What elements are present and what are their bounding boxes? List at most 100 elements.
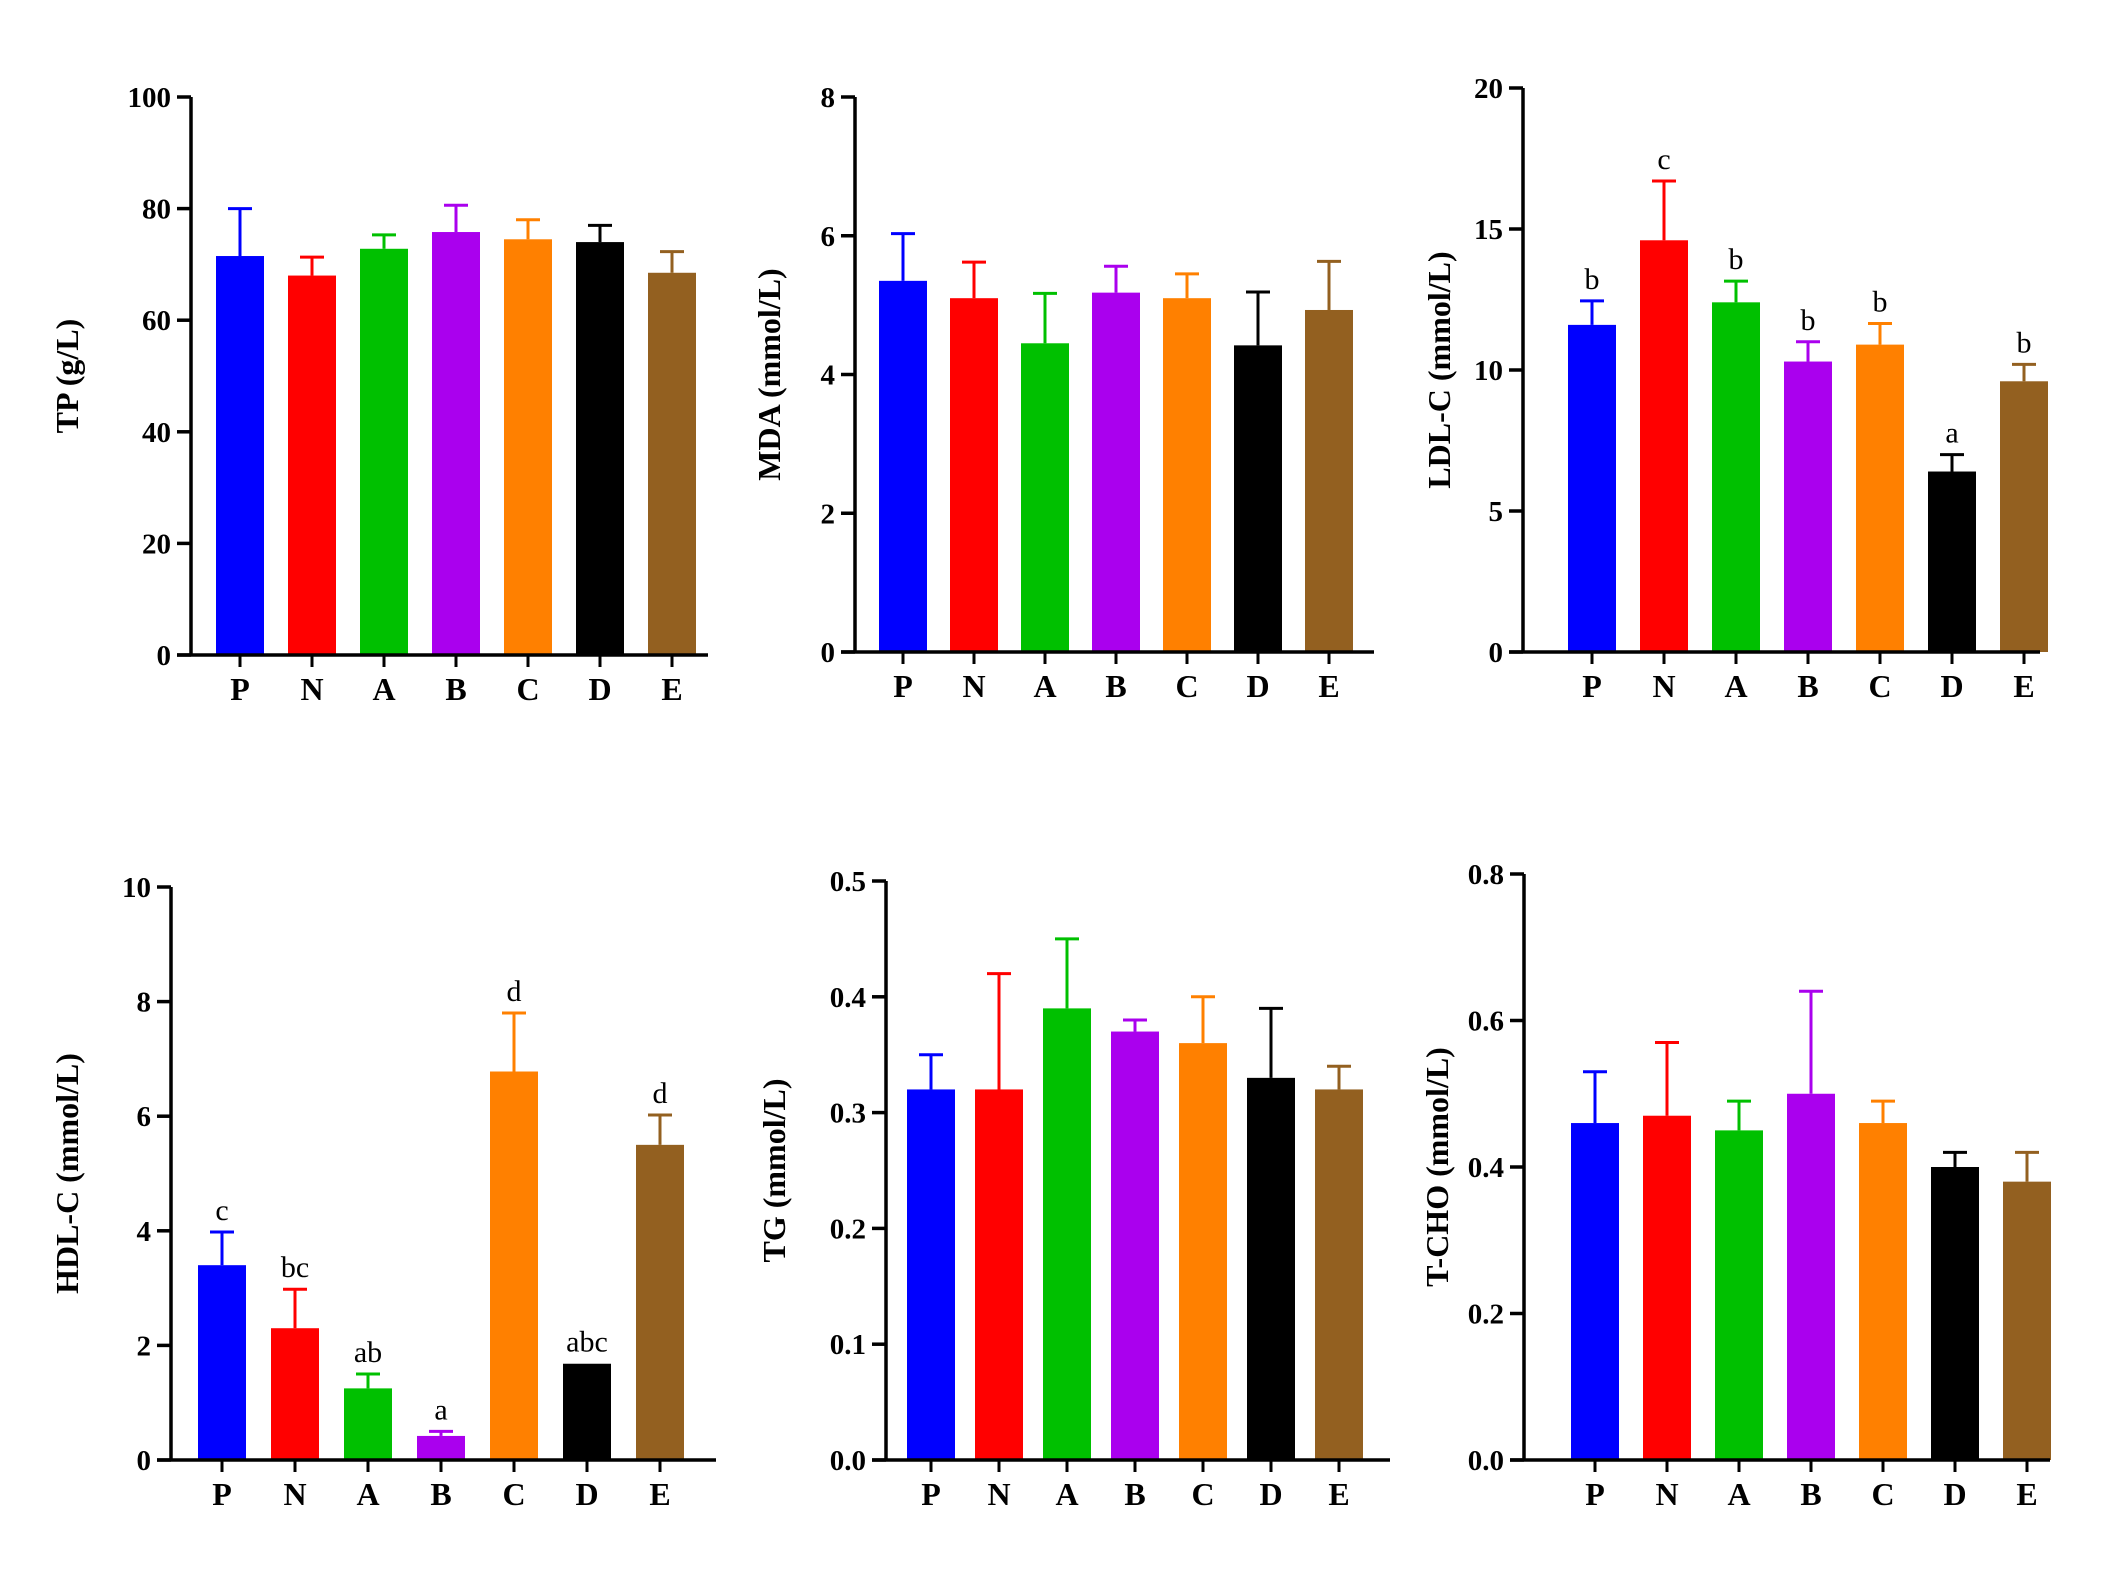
- x-tick-label-B: B: [1124, 1476, 1145, 1512]
- bar-C: [490, 1071, 538, 1460]
- significance-letter-D: a: [1945, 417, 1958, 450]
- x-tick-label-A: A: [372, 671, 395, 707]
- x-tick-label-B: B: [1105, 668, 1126, 704]
- bar-C: [1856, 344, 1904, 652]
- x-tick-label-D: D: [1246, 668, 1269, 704]
- y-tick-label: 0.1: [830, 1329, 866, 1361]
- x-tick-label-P: P: [893, 668, 913, 704]
- bar-B: [432, 232, 480, 655]
- x-tick-label-B: B: [1797, 668, 1818, 704]
- y-axis-title: T-CHO (mmol/L): [1419, 1047, 1455, 1287]
- bar-A: [1715, 1130, 1763, 1460]
- y-tick-label: 20: [1474, 73, 1503, 105]
- y-tick-label: 2: [137, 1330, 152, 1362]
- x-tick-label-A: A: [1055, 1476, 1078, 1512]
- significance-letter-P: c: [215, 1194, 228, 1227]
- y-axis-title: HDL-C (mmol/L): [49, 1053, 85, 1294]
- y-axis-title: MDA (mmol/L): [751, 268, 787, 480]
- significance-letter-C: b: [1873, 285, 1888, 318]
- bar-N: [271, 1328, 319, 1460]
- significance-letter-A: ab: [354, 1336, 382, 1369]
- y-tick-label: 8: [137, 987, 152, 1019]
- x-tick-label-E: E: [649, 1476, 670, 1512]
- y-tick-label: 10: [122, 872, 151, 904]
- bar-A: [1043, 1008, 1091, 1460]
- x-tick-label-P: P: [1585, 1476, 1605, 1512]
- bar-A: [1712, 302, 1760, 652]
- significance-letter-C: d: [507, 975, 522, 1008]
- y-tick-label: 20: [142, 528, 171, 560]
- bar-B: [1111, 1031, 1159, 1460]
- x-tick-label-E: E: [2013, 668, 2034, 704]
- bar-P: [1568, 324, 1616, 652]
- x-tick-label-A: A: [1727, 1476, 1750, 1512]
- x-tick-label-E: E: [661, 671, 682, 707]
- bar-E: [636, 1144, 684, 1460]
- significance-letter-N: c: [1657, 143, 1670, 176]
- y-tick-label: 4: [821, 360, 836, 392]
- chart-panel-2: P N A B C D E 0 2 4 6 8 MDA (mmol/L): [751, 82, 1374, 704]
- y-tick-label: 0: [157, 640, 172, 672]
- bar-C: [504, 239, 552, 656]
- bar-P: [198, 1265, 246, 1460]
- x-tick-label-B: B: [1800, 1476, 1821, 1512]
- y-tick-label: 0: [1489, 637, 1504, 669]
- bar-C: [1179, 1043, 1227, 1460]
- y-tick-label: 0.4: [1468, 1152, 1504, 1184]
- y-tick-label: 40: [142, 417, 171, 449]
- y-tick-label: 0.3: [830, 1098, 866, 1130]
- bar-P: [907, 1089, 955, 1460]
- y-axis-title: TP (g/L): [49, 319, 85, 434]
- x-tick-label-A: A: [1724, 668, 1747, 704]
- y-tick-label: 0.0: [830, 1445, 866, 1477]
- y-tick-label: 0.2: [830, 1213, 866, 1245]
- x-tick-label-P: P: [212, 1476, 232, 1512]
- y-tick-label: 80: [142, 194, 171, 226]
- x-tick-label-N: N: [1655, 1476, 1678, 1512]
- x-tick-label-P: P: [1582, 668, 1602, 704]
- bar-E: [2000, 381, 2048, 652]
- bar-P: [1571, 1123, 1619, 1460]
- y-tick-label: 0.5: [830, 866, 866, 898]
- y-axis-title: TG (mmol/L): [756, 1079, 792, 1263]
- chart-panel-5: P N A B C D E 0.0 0.1 0.2 0.3 0.4 0.5 TG (mmol/L): [756, 866, 1390, 1512]
- x-tick-label-C: C: [1191, 1476, 1214, 1512]
- y-tick-label: 60: [142, 305, 171, 337]
- bar-E: [648, 272, 696, 655]
- bar-E: [1305, 309, 1353, 652]
- bar-N: [1643, 1115, 1691, 1460]
- x-tick-label-C: C: [1175, 668, 1198, 704]
- bar-P: [216, 256, 264, 655]
- y-tick-label: 10: [1474, 355, 1503, 387]
- bar-D: [576, 242, 624, 655]
- y-tick-label: 0.4: [830, 982, 866, 1014]
- bar-A: [344, 1388, 392, 1460]
- y-tick-label: 6: [821, 221, 836, 253]
- y-tick-label: 0.2: [1468, 1299, 1504, 1331]
- x-tick-label-N: N: [300, 671, 323, 707]
- x-tick-label-E: E: [2016, 1476, 2037, 1512]
- bar-B: [1787, 1093, 1835, 1460]
- x-tick-label-N: N: [283, 1476, 306, 1512]
- x-tick-label-N: N: [1652, 668, 1675, 704]
- bar-D: [1928, 471, 1976, 652]
- y-axis-title: LDL-C (mmol/L): [1421, 251, 1457, 488]
- bar-D: [563, 1363, 611, 1460]
- x-tick-label-D: D: [1943, 1476, 1966, 1512]
- bar-C: [1163, 298, 1211, 652]
- bar-N: [975, 1089, 1023, 1460]
- y-tick-label: 5: [1489, 496, 1504, 528]
- y-tick-label: 0.0: [1468, 1445, 1504, 1477]
- y-tick-label: 0: [821, 637, 836, 669]
- significance-letter-A: b: [1729, 243, 1744, 276]
- y-tick-label: 2: [821, 498, 836, 530]
- bar-D: [1234, 345, 1282, 652]
- significance-letter-P: b: [1585, 263, 1600, 296]
- bar-B: [1784, 361, 1832, 652]
- bar-E: [2003, 1181, 2051, 1460]
- significance-letter-B: b: [1801, 304, 1816, 337]
- bar-A: [1021, 343, 1069, 652]
- significance-letter-E: d: [653, 1077, 668, 1110]
